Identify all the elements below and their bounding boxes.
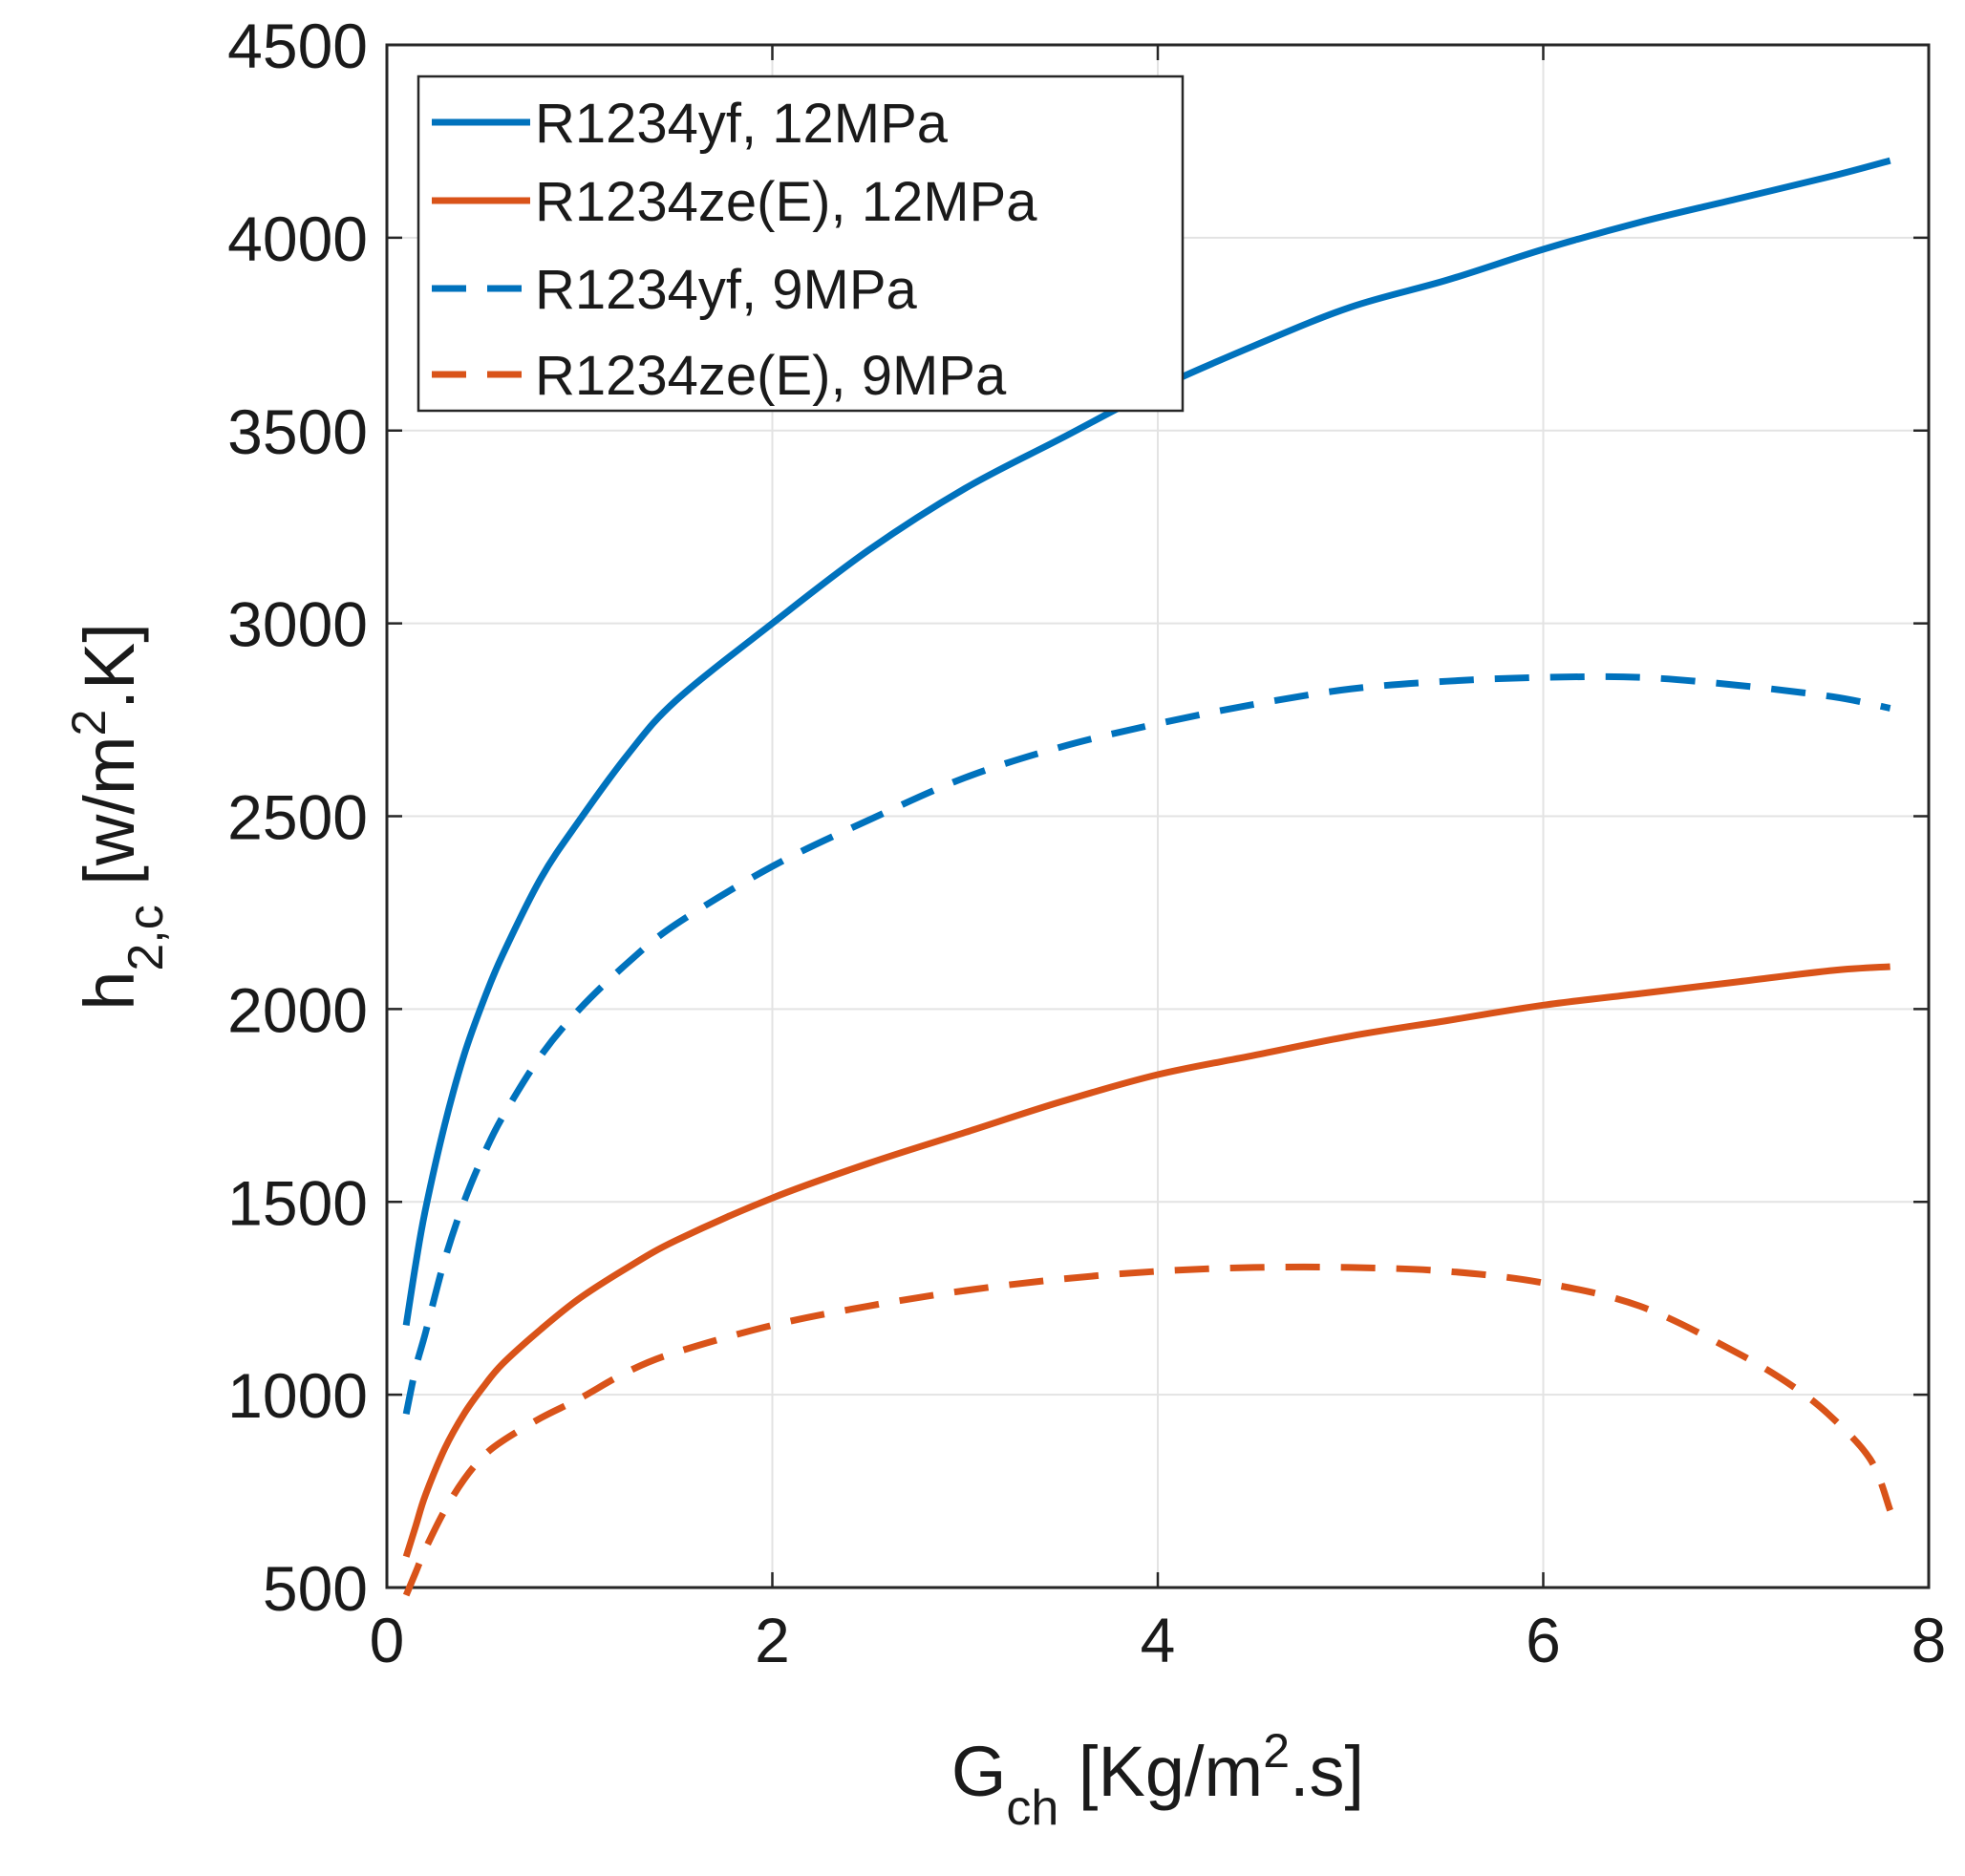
legend-label: R1234ze(E), 9MPa: [535, 345, 1007, 407]
x-tick-labels: 0 2 4 6 8: [370, 1605, 1947, 1675]
y-tick-label: 2000: [227, 974, 368, 1045]
series-group: [402, 963, 1890, 1558]
y-tick-label: 3500: [227, 396, 368, 467]
x-tick-label: 8: [1912, 1605, 1947, 1675]
x-tick-label: 0: [370, 1605, 405, 1675]
legend-item: R1234yf, 9MPa: [432, 259, 918, 321]
x-axis-label-unit-end: .s]: [1290, 1732, 1364, 1811]
x-tick-label: 4: [1141, 1605, 1176, 1675]
series-line: [402, 672, 1891, 1416]
x-axis-label-subscript: ch: [1006, 1780, 1058, 1836]
x-axis-label: Gch [Kg/m2.s]: [951, 1724, 1364, 1836]
y-tick-label: 1500: [227, 1167, 368, 1238]
series-group: [402, 672, 1891, 1416]
y-tick-label: 1000: [227, 1360, 368, 1431]
axis-ticks: [385, 43, 1931, 1589]
series-group: [402, 157, 1891, 1326]
x-axis-label-superscript: 2: [1263, 1724, 1290, 1778]
series-line: [402, 157, 1891, 1326]
legend-item: R1234ze(E), 12MPa: [432, 171, 1037, 233]
y-tick-label: 500: [263, 1553, 368, 1624]
y-axis-label-unit: [w/m: [70, 736, 149, 906]
legend-label: R1234ze(E), 12MPa: [535, 171, 1037, 233]
y-tick-labels: 500 1000 1500 2000 2500 3000 3500 4000 4500: [227, 11, 368, 1624]
y-axis-label-superscript: 2: [62, 710, 116, 736]
y-tick-label: 2500: [227, 782, 368, 853]
y-axis-label-base: h: [70, 971, 149, 1011]
x-tick-label: 6: [1526, 1605, 1561, 1675]
x-axis-label-unit: [Kg/m: [1058, 1732, 1263, 1811]
y-tick-label: 4500: [227, 11, 368, 81]
series-line: [402, 1263, 1893, 1597]
x-axis-label-base: G: [951, 1732, 1007, 1811]
series-line: [402, 963, 1890, 1558]
series-group: [402, 1263, 1893, 1597]
legend-label: R1234yf, 12MPa: [535, 93, 949, 155]
legend: R1234yf, 12MPa R1234ze(E), 12MPa R1234yf…: [416, 75, 1185, 413]
legend-item: R1234ze(E), 9MPa: [432, 345, 1007, 407]
x-tick-label: 2: [755, 1605, 790, 1675]
y-tick-label: 3000: [227, 589, 368, 660]
legend-item: R1234yf, 12MPa: [432, 93, 949, 155]
series-layer: [402, 157, 1893, 1597]
legend-label: R1234yf, 9MPa: [535, 259, 918, 321]
y-axis-label-subscript: 2,c: [118, 905, 174, 970]
legend-box: [416, 75, 1185, 413]
y-tick-label: 4000: [227, 203, 368, 274]
y-axis-label-unit-end: .K]: [70, 623, 149, 709]
y-axis-label: h2,c [w/m2.K]: [62, 623, 174, 1011]
